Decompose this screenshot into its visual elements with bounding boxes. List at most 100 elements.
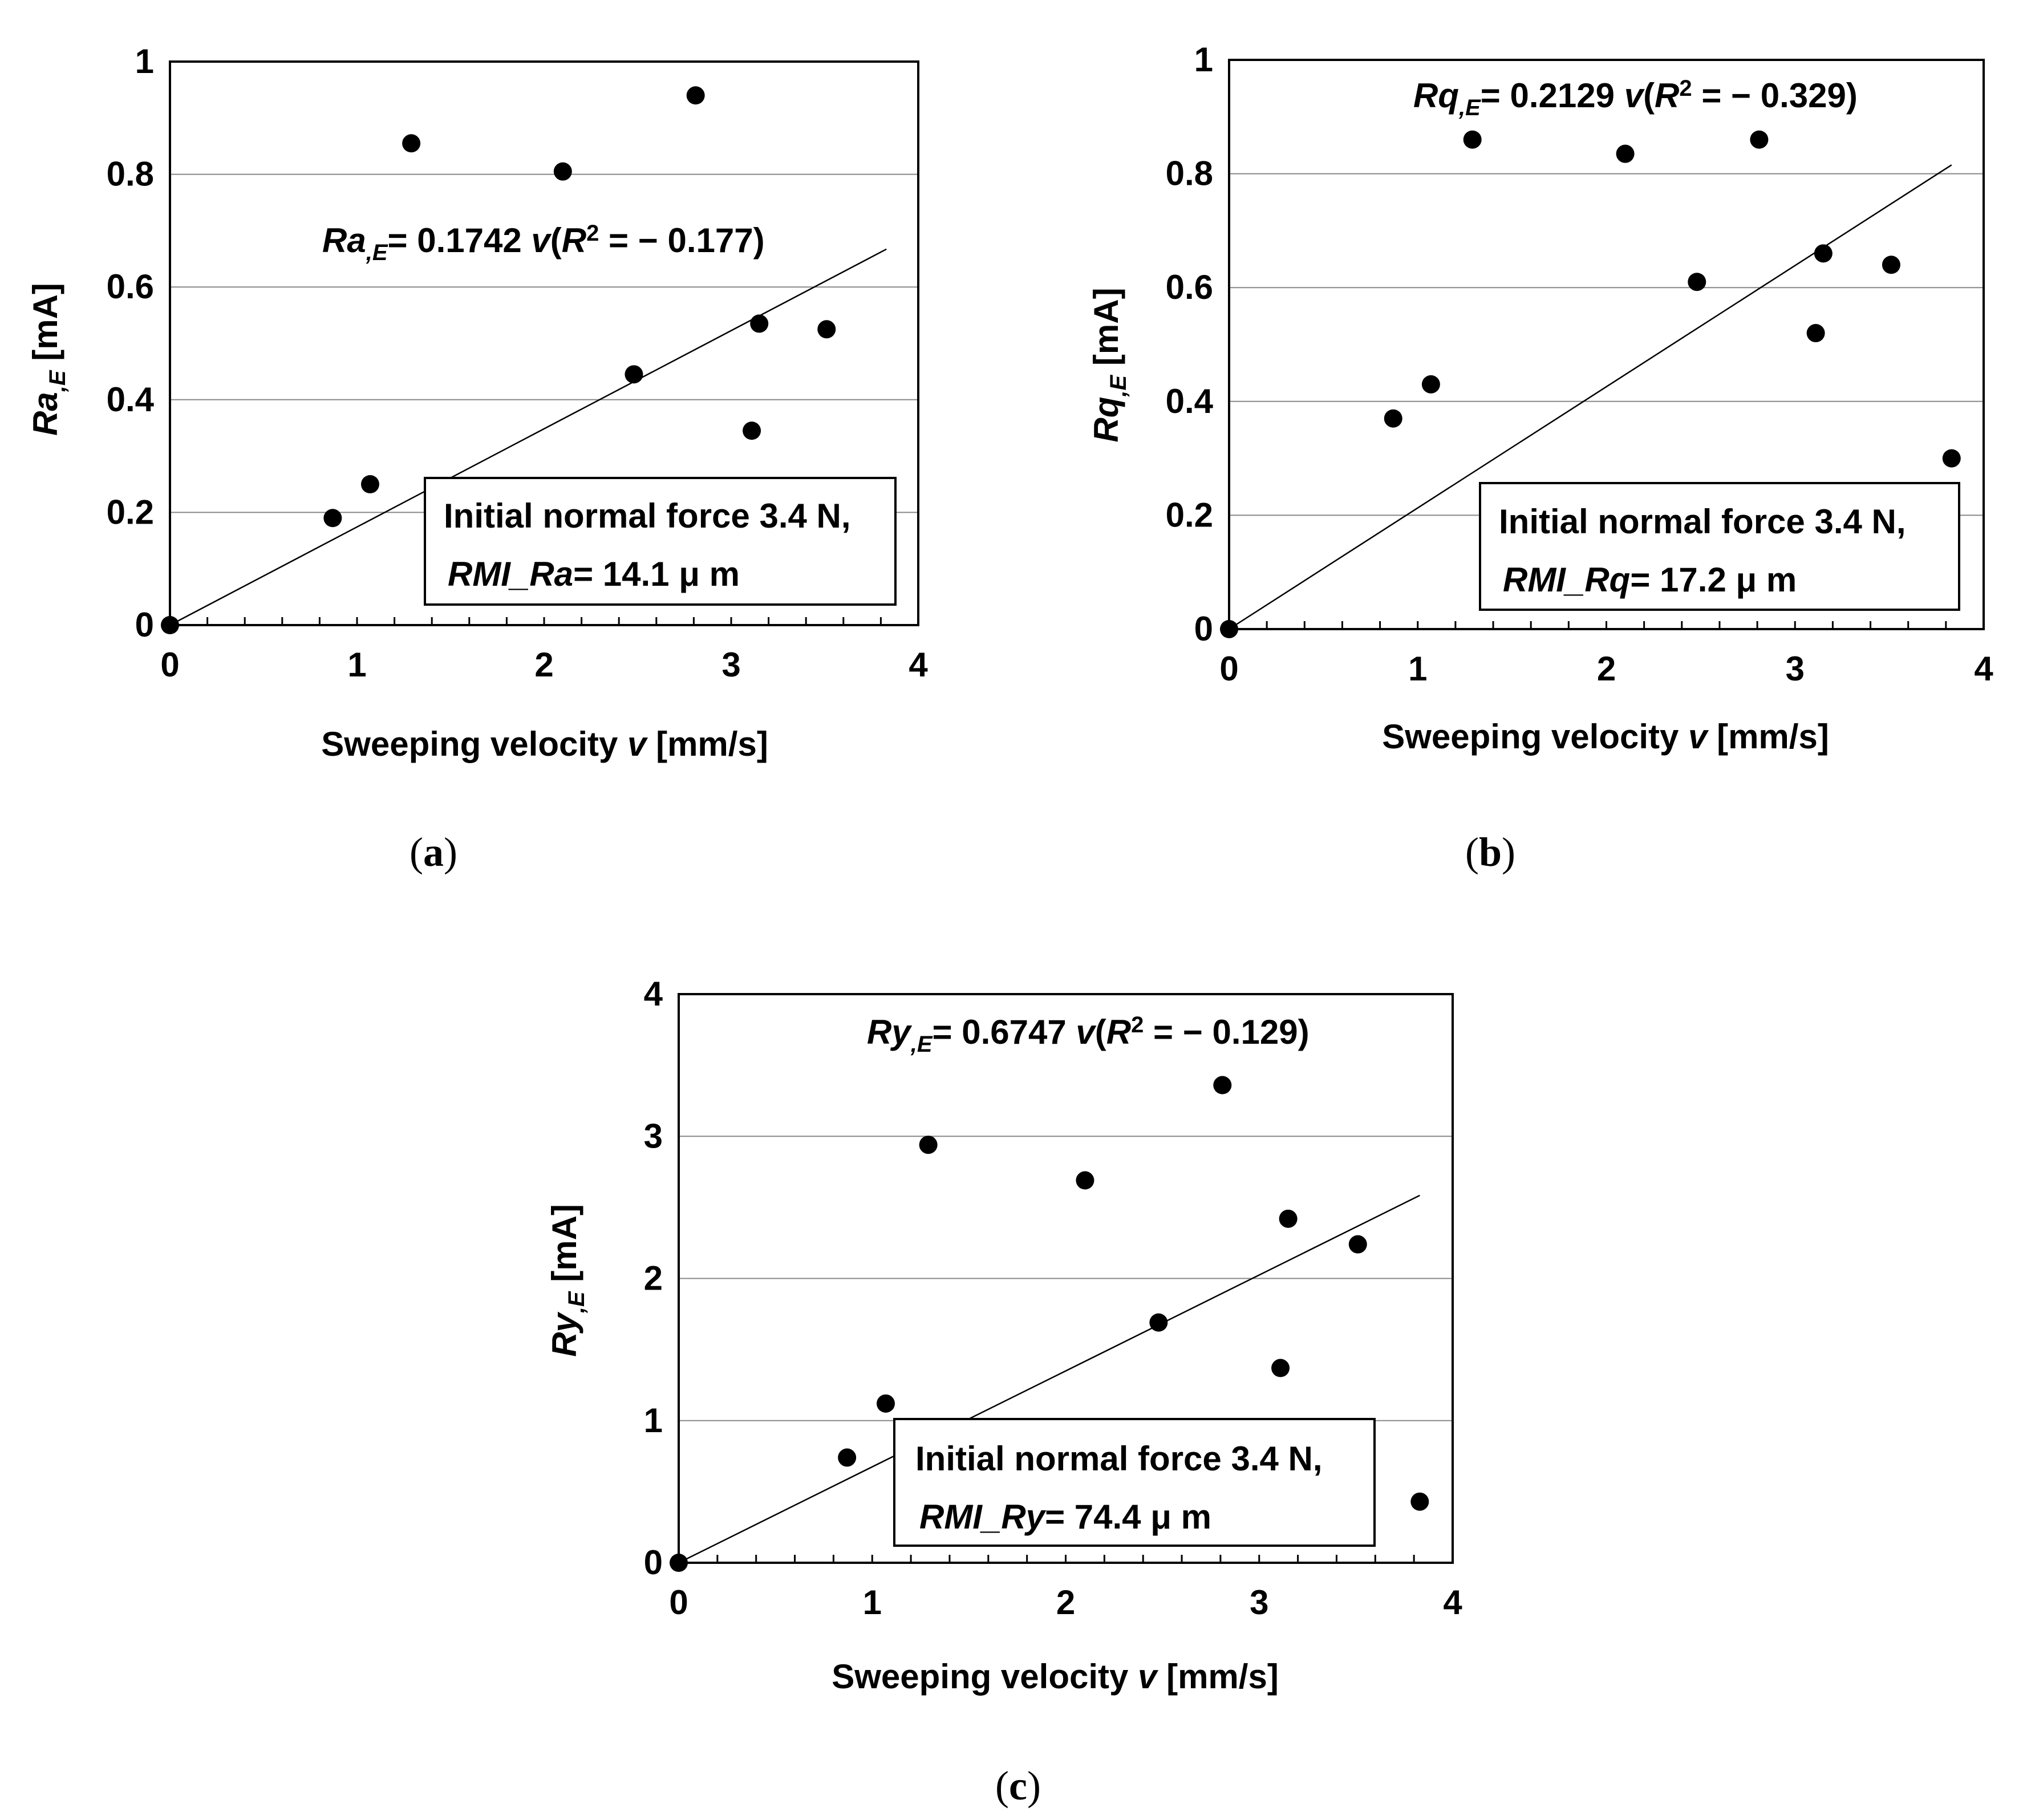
chart-panel-b: 0 1 2 3 4 0 0.2 0.4 0.6 0.8 1 Rq,E= 0.2129 v(R2 =… bbox=[1087, 40, 1993, 875]
fit-line bbox=[169, 248, 887, 626]
annotation-line-2: RMI_Rq= 17.2 μ m bbox=[1503, 561, 1797, 599]
annotation-line-2: RMI_Ra= 14.1 μ m bbox=[448, 555, 740, 593]
panel-caption: (a) bbox=[410, 829, 457, 875]
y-axis-label: Rq,E [mA] bbox=[1087, 287, 1131, 442]
x-tick-labels: 0 1 2 3 4 bbox=[160, 646, 928, 684]
grid-lines bbox=[679, 1136, 1453, 1421]
y-tick-label: 0 bbox=[135, 606, 154, 644]
annotation-line-1: Initial normal force 3.4 N, bbox=[444, 497, 851, 535]
data-point bbox=[402, 134, 421, 153]
data-point bbox=[1271, 1359, 1290, 1377]
data-point bbox=[360, 475, 379, 493]
x-tick-label: 1 bbox=[863, 1583, 882, 1622]
data-point bbox=[1149, 1313, 1168, 1332]
annotation-line-1: Initial normal force 3.4 N, bbox=[915, 1440, 1323, 1478]
data-point bbox=[323, 509, 342, 528]
panel-caption: (b) bbox=[1465, 829, 1515, 875]
fit-line bbox=[678, 1194, 1420, 1564]
y-axis-label: Ry,E [mA] bbox=[545, 1204, 589, 1357]
y-tick-label: 3 bbox=[644, 1117, 663, 1155]
data-point bbox=[553, 162, 572, 181]
x-tick-label: 4 bbox=[1443, 1583, 1462, 1622]
x-tick-label: 1 bbox=[1408, 650, 1427, 688]
data-point bbox=[838, 1448, 857, 1467]
chart-panel-a: 0 1 2 3 4 0 0.2 0.4 0.6 0.8 1 Ra,E= 0.1742 v(R2 =… bbox=[26, 42, 928, 875]
fit-equation: Rq,E= 0.2129 v(R2 = − 0.329) bbox=[1413, 76, 1858, 120]
x-tick-label: 3 bbox=[1250, 1583, 1268, 1622]
annotation-line-2: RMI_Ry= 74.4 μ m bbox=[919, 1498, 1211, 1536]
x-tick-label: 2 bbox=[534, 646, 553, 684]
y-tick-label: 4 bbox=[644, 975, 663, 1013]
y-tick-label: 0.4 bbox=[107, 380, 155, 419]
data-point bbox=[1814, 244, 1833, 263]
data-point bbox=[1421, 375, 1440, 394]
data-point bbox=[1410, 1492, 1429, 1511]
grid-lines bbox=[1229, 173, 1984, 516]
fit-line-group bbox=[678, 1194, 1420, 1564]
y-tick-label: 0.2 bbox=[107, 493, 154, 531]
y-tick-label: 0 bbox=[1194, 610, 1213, 648]
x-tick-label: 0 bbox=[1219, 650, 1238, 688]
annotation-frame bbox=[1479, 482, 1960, 611]
data-points bbox=[161, 86, 896, 634]
y-tick-label: 2 bbox=[644, 1259, 663, 1298]
data-point bbox=[1616, 144, 1635, 163]
annotation-box: Initial normal force 3.4 N, RMI_Rq= 17.2… bbox=[1479, 482, 1960, 611]
x-tick-label: 0 bbox=[669, 1583, 688, 1622]
fit-line-group bbox=[169, 248, 887, 626]
x-axis-label: Sweeping velocity v [mm/s] bbox=[1382, 718, 1829, 756]
data-point bbox=[1213, 1076, 1232, 1095]
data-point bbox=[817, 320, 836, 339]
y-tick-label: 0 bbox=[644, 1543, 663, 1582]
data-point bbox=[1882, 256, 1900, 274]
y-tick-label: 0.8 bbox=[1166, 155, 1213, 193]
y-tick-label: 1 bbox=[1194, 40, 1213, 79]
chart-panel-c: 0 1 2 3 4 0 1 2 3 4 Ry,E= 0.6747 v(R2 = − 0.129)… bbox=[545, 975, 1462, 1809]
y-tick-label: 1 bbox=[135, 42, 154, 80]
data-point bbox=[1279, 1209, 1298, 1228]
data-point bbox=[876, 1394, 895, 1413]
data-point bbox=[743, 421, 761, 440]
x-tick-label: 0 bbox=[160, 646, 179, 684]
annotation-box: Initial normal force 3.4 N, RMI_Ry= 74.4… bbox=[893, 1418, 1376, 1547]
y-tick-labels: 0 1 2 3 4 bbox=[644, 975, 663, 1582]
fit-equation: Ry,E= 0.6747 v(R2 = − 0.129) bbox=[867, 1012, 1310, 1057]
data-point bbox=[1942, 449, 1961, 468]
x-tick-labels: 0 1 2 3 4 bbox=[1219, 650, 1993, 688]
data-point bbox=[1750, 130, 1769, 149]
data-point bbox=[1348, 1235, 1367, 1254]
x-tick-label: 1 bbox=[347, 646, 366, 684]
y-tick-label: 1 bbox=[644, 1401, 663, 1440]
data-point bbox=[1220, 620, 1238, 638]
y-tick-label: 0.6 bbox=[1166, 268, 1213, 306]
fit-equation: Ra,E= 0.1742 v(R2 = − 0.177) bbox=[322, 221, 765, 265]
x-tick-marks bbox=[206, 617, 882, 625]
fit-line-group bbox=[1229, 164, 1952, 630]
y-tick-label: 0.8 bbox=[107, 155, 154, 193]
data-point bbox=[1076, 1171, 1094, 1190]
data-point bbox=[919, 1136, 938, 1154]
data-point bbox=[1463, 130, 1482, 149]
data-point bbox=[1384, 409, 1402, 428]
panel-caption: (c) bbox=[995, 1763, 1041, 1809]
data-point bbox=[1688, 273, 1706, 291]
x-axis-label: Sweeping velocity v [mm/s] bbox=[321, 725, 768, 763]
data-point bbox=[686, 86, 705, 105]
x-tick-marks bbox=[1266, 621, 1947, 629]
x-tick-label: 2 bbox=[1597, 650, 1616, 688]
x-tick-label: 3 bbox=[721, 646, 740, 684]
annotation-box: Initial normal force 3.4 N, RMI_Ra= 14.1… bbox=[424, 477, 897, 606]
data-point bbox=[1806, 324, 1825, 343]
data-point bbox=[750, 314, 769, 333]
x-tick-marks bbox=[716, 1555, 1415, 1563]
y-tick-label: 0.6 bbox=[107, 267, 154, 306]
annotation-line-1: Initial normal force 3.4 N, bbox=[1499, 502, 1906, 541]
y-tick-labels: 0 0.2 0.4 0.6 0.8 1 bbox=[1166, 40, 1214, 648]
annotation-frame bbox=[424, 477, 897, 606]
data-point bbox=[625, 365, 643, 384]
data-points bbox=[670, 1076, 1429, 1572]
y-tick-label: 0.2 bbox=[1166, 496, 1213, 534]
x-tick-label: 4 bbox=[1974, 650, 1993, 688]
data-points bbox=[1220, 130, 1961, 638]
